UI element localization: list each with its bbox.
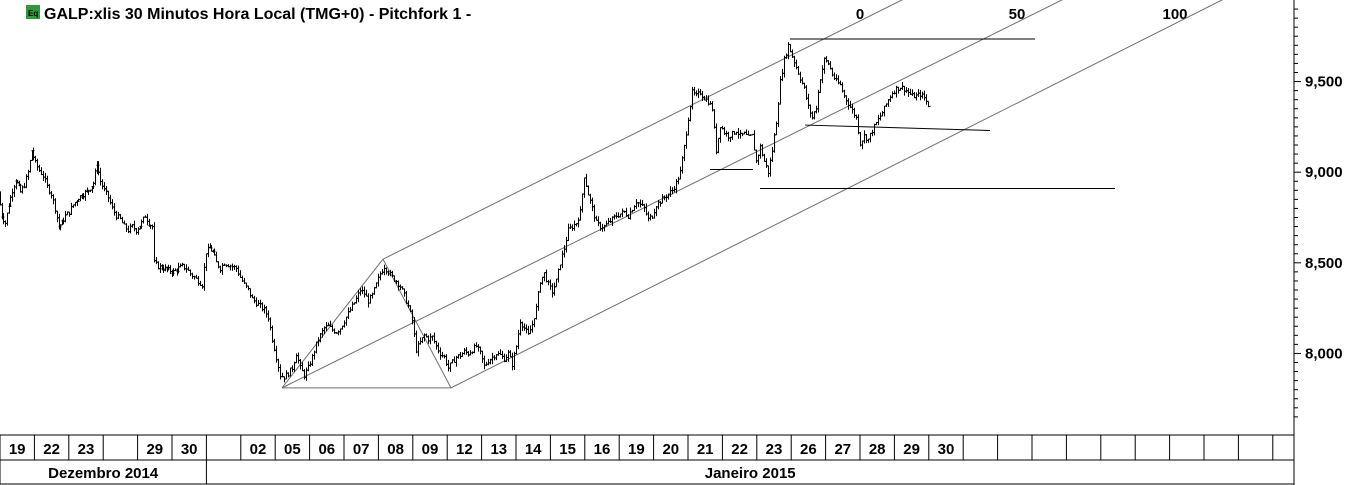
x-tick-label: 15: [559, 441, 576, 458]
x-tick-label: 20: [662, 441, 679, 458]
x-tick-label: 13: [490, 441, 507, 458]
pitchfork-leg-a[interactable]: [281, 258, 384, 389]
x-tick-label: 12: [456, 441, 473, 458]
x-tick-label: 23: [78, 441, 95, 458]
x-tick-label: 16: [594, 441, 611, 458]
x-tick-label: 08: [387, 441, 404, 458]
badge-label: Eq: [28, 9, 38, 18]
price-bars: [0, 42, 931, 383]
x-tick-label: 05: [284, 441, 301, 458]
x-tick-label: 22: [43, 441, 60, 458]
pitchfork-upper-line[interactable]: [382, 0, 920, 260]
x-tick-label: 09: [422, 441, 439, 458]
y-tick-label: 9,000: [1305, 164, 1343, 181]
horizontal-lines[interactable]: [710, 38, 1115, 189]
pitchfork-lower-line[interactable]: [450, 0, 1240, 389]
x-tick-label: 30: [181, 441, 198, 458]
x-tick-label: 19: [9, 441, 26, 458]
pitchfork-level-label: 50: [1009, 6, 1026, 23]
x-tick-label: 26: [800, 441, 817, 458]
y-tick-label: 8,500: [1305, 255, 1343, 272]
x-tick-label: 19: [628, 441, 645, 458]
pitchfork-level-label: 0: [856, 6, 864, 23]
x-tick-label: 27: [834, 441, 851, 458]
x-tick-label: 14: [525, 441, 542, 458]
x-tick-label: 22: [731, 441, 748, 458]
x-tick-label: 29: [903, 441, 920, 458]
chart-title: GALP:xlis 30 Minutos Hora Local (TMG+0) …: [44, 6, 471, 23]
month-label: Janeiro 2015: [705, 465, 796, 482]
trend-lines[interactable]: [804, 124, 991, 131]
x-tick-label: 07: [353, 441, 370, 458]
x-tick-label: 21: [697, 441, 714, 458]
x-tick-label: 06: [318, 441, 335, 458]
x-tick-label: 28: [869, 441, 886, 458]
title-badge-icon: Eq: [26, 5, 40, 19]
y-tick-label: 8,000: [1305, 345, 1343, 362]
pitchfork-level-label: 100: [1162, 6, 1187, 23]
x-axis: 19 22 23 29 30 02 05 06 07 08 09 12 13 14 15 16 19 20 21 22…: [0, 434, 1294, 485]
trend-line[interactable]: [804, 124, 991, 131]
month-label: Dezembro 2014: [48, 465, 159, 482]
x-tick-label: 30: [938, 441, 955, 458]
x-tick-label: 29: [146, 441, 163, 458]
y-axis: 8,000 8,500 9,000 9,500: [1294, 8, 1343, 418]
x-tick-label: 02: [250, 441, 267, 458]
y-tick-label: 9,500: [1305, 74, 1343, 91]
pitchfork-labels: 0 50 100: [856, 6, 1188, 23]
x-tick-label: 23: [766, 441, 783, 458]
